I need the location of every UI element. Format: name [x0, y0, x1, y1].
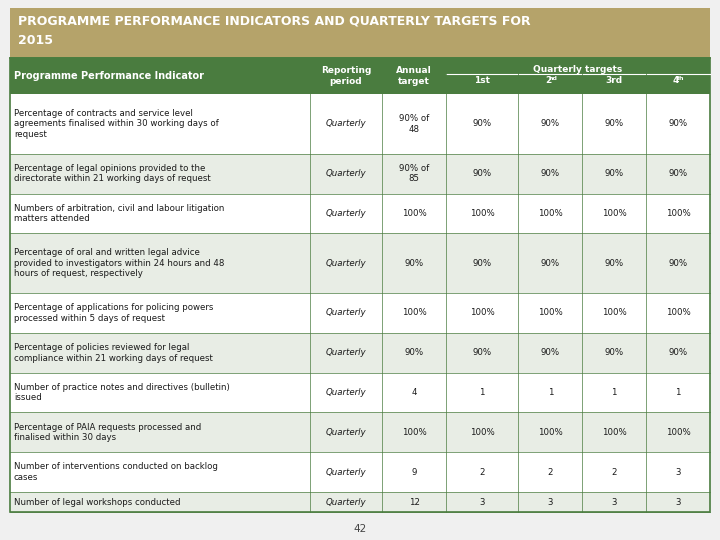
Text: Percentage of applications for policing powers
processed within 5 days of reques: Percentage of applications for policing …	[14, 303, 213, 323]
Text: 90%: 90%	[605, 348, 624, 357]
Text: th: th	[677, 76, 684, 81]
Bar	[10, 373, 710, 413]
Text: 100%: 100%	[538, 209, 563, 218]
Text: 90%: 90%	[668, 348, 688, 357]
Text: Quarterly targets: Quarterly targets	[534, 65, 623, 74]
Text: 90%: 90%	[405, 348, 423, 357]
Text: 1st: 1st	[474, 76, 490, 85]
Text: 3: 3	[480, 497, 485, 507]
Text: Quarterly: Quarterly	[325, 388, 366, 397]
Text: 9: 9	[411, 468, 417, 477]
Text: 90%: 90%	[405, 259, 423, 268]
Text: 2: 2	[545, 76, 551, 85]
Text: PROGRAMME PERFORMANCE INDICATORS AND QUARTERLY TARGETS FOR: PROGRAMME PERFORMANCE INDICATORS AND QUA…	[18, 14, 531, 27]
Text: Quarterly: Quarterly	[325, 428, 366, 437]
Bar	[10, 492, 710, 512]
Text: Programme Performance Indicator: Programme Performance Indicator	[14, 71, 204, 81]
Text: 3: 3	[548, 497, 553, 507]
Text: 100%: 100%	[470, 209, 495, 218]
Bar	[10, 413, 710, 453]
Text: 90%: 90%	[605, 169, 624, 178]
Text: 3rd: 3rd	[606, 76, 623, 85]
Text: Quarterly: Quarterly	[325, 468, 366, 477]
Text: 90%: 90%	[668, 169, 688, 178]
Text: 1: 1	[548, 388, 553, 397]
Text: Quarterly: Quarterly	[325, 169, 366, 178]
Bar	[10, 333, 710, 373]
Text: 3: 3	[611, 497, 617, 507]
Text: 1: 1	[611, 388, 617, 397]
Text: 100%: 100%	[666, 308, 690, 318]
Text: nd: nd	[549, 76, 557, 81]
Text: Annual
target: Annual target	[396, 66, 432, 86]
Bar	[10, 453, 710, 492]
Bar	[10, 233, 710, 293]
Text: 3: 3	[675, 497, 681, 507]
Text: Percentage of legal opinions provided to the
directorate within 21 working days : Percentage of legal opinions provided to…	[14, 164, 211, 184]
Text: 90% of
48: 90% of 48	[399, 114, 429, 134]
Text: 90% of
85: 90% of 85	[399, 164, 429, 184]
Text: Quarterly: Quarterly	[325, 497, 366, 507]
Bar	[10, 154, 710, 193]
Bar	[10, 293, 710, 333]
Text: 1: 1	[675, 388, 681, 397]
Text: Quarterly: Quarterly	[325, 308, 366, 318]
Text: Number of practice notes and directives (bulletin)
issued: Number of practice notes and directives …	[14, 383, 230, 402]
Text: 100%: 100%	[470, 308, 495, 318]
Text: Percentage of PAIA requests processed and
finalised within 30 days: Percentage of PAIA requests processed an…	[14, 422, 202, 442]
Text: Quarterly: Quarterly	[325, 348, 366, 357]
Text: 90%: 90%	[668, 259, 688, 268]
Text: 90%: 90%	[605, 259, 624, 268]
Bar	[10, 58, 710, 94]
Text: 100%: 100%	[602, 308, 626, 318]
Text: Percentage of oral and written legal advice
provided to investigators within 24 : Percentage of oral and written legal adv…	[14, 248, 225, 279]
Text: Percentage of contracts and service level
agreements finalised within 30 working: Percentage of contracts and service leve…	[14, 109, 219, 139]
Text: 4: 4	[672, 76, 679, 85]
Text: 12: 12	[409, 497, 420, 507]
Bar	[10, 8, 710, 58]
Text: 90%: 90%	[473, 169, 492, 178]
Text: 100%: 100%	[402, 428, 426, 437]
Text: 4: 4	[411, 388, 417, 397]
Text: 90%: 90%	[473, 348, 492, 357]
Text: 100%: 100%	[402, 209, 426, 218]
Text: Reporting
period: Reporting period	[321, 66, 372, 86]
Text: 90%: 90%	[541, 169, 560, 178]
Text: 100%: 100%	[602, 428, 626, 437]
Text: 100%: 100%	[602, 209, 626, 218]
Bar	[10, 193, 710, 233]
Text: 2: 2	[480, 468, 485, 477]
Text: Quarterly: Quarterly	[325, 259, 366, 268]
Text: 90%: 90%	[668, 119, 688, 129]
Text: 100%: 100%	[538, 308, 563, 318]
Text: 100%: 100%	[402, 308, 426, 318]
Text: 100%: 100%	[666, 209, 690, 218]
Text: 90%: 90%	[541, 259, 560, 268]
Text: 100%: 100%	[538, 428, 563, 437]
Text: Number of interventions conducted on backlog
cases: Number of interventions conducted on bac…	[14, 462, 218, 482]
Text: 100%: 100%	[470, 428, 495, 437]
Bar	[10, 58, 710, 512]
Text: 2: 2	[611, 468, 617, 477]
Text: Quarterly: Quarterly	[325, 119, 366, 129]
Text: 90%: 90%	[473, 119, 492, 129]
Text: Number of legal workshops conducted: Number of legal workshops conducted	[14, 497, 181, 507]
Text: 2015: 2015	[18, 34, 53, 47]
Text: 2: 2	[548, 468, 553, 477]
Text: Numbers of arbitration, civil and labour litigation
matters attended: Numbers of arbitration, civil and labour…	[14, 204, 225, 224]
Text: 90%: 90%	[605, 119, 624, 129]
Text: 90%: 90%	[541, 119, 560, 129]
Text: 1: 1	[480, 388, 485, 397]
Text: 90%: 90%	[541, 348, 560, 357]
Text: 42: 42	[354, 524, 366, 534]
Bar	[10, 94, 710, 154]
Text: 3: 3	[675, 468, 681, 477]
Text: 100%: 100%	[666, 428, 690, 437]
Text: Percentage of policies reviewed for legal
compliance within 21 working days of r: Percentage of policies reviewed for lega…	[14, 343, 213, 363]
Text: Quarterly: Quarterly	[325, 209, 366, 218]
Text: 90%: 90%	[473, 259, 492, 268]
